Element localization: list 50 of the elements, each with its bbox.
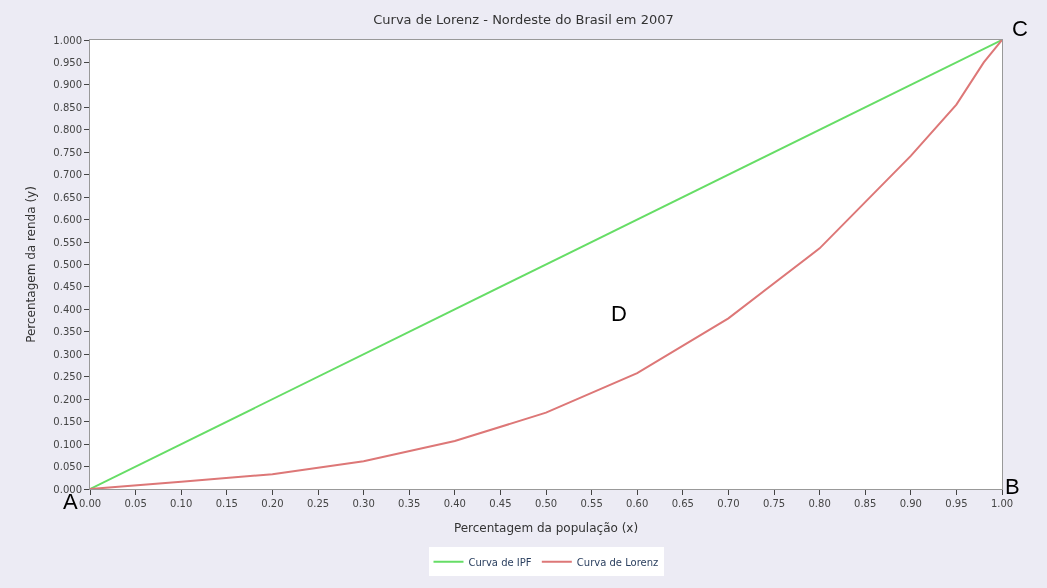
x-tick-label: 0.00 [78,498,102,509]
x-tick-label: 1.00 [990,498,1014,509]
y-tick-label: 0.850 [53,101,82,113]
annotation: D [611,301,627,326]
x-tick-label: 0.75 [762,498,786,509]
y-tick-label: 0.750 [53,146,82,158]
x-tick-label: 0.50 [534,498,558,509]
x-tick-label: 0.25 [306,498,330,509]
x-tick-label: 0.60 [626,498,649,509]
x-tick-label: 0.70 [717,498,740,509]
y-tick-label: 0.150 [53,416,82,428]
x-axis-title: Percentagem da população (x) [453,520,639,535]
y-tick-label: 0.700 [53,169,82,181]
y-tick-label: 0.000 [53,483,82,495]
x-tick-label: 0.35 [398,498,421,509]
y-tick-label: 0.250 [53,371,82,383]
x-tick-label: 0.10 [170,498,193,509]
x-tick-label: 0.85 [854,498,877,509]
y-tick-label: 0.800 [53,124,82,136]
x-tick-label: 0.05 [124,498,147,509]
legend-label: Curva de Lorenz [576,556,659,568]
y-tick-label: 0.300 [53,348,82,360]
y-tick-label: 0.350 [53,326,82,338]
text: B [1005,474,1020,499]
x-tick-label: 0.15 [215,498,238,509]
legend-label: Curva de IPF [468,556,532,568]
x-tick-label: 0.95 [945,498,968,509]
x-tick-label: 0.55 [580,498,603,509]
x-tick-label: 0.40 [443,498,466,509]
x-tick-label: 0.30 [352,498,375,509]
y-tick-label: 0.550 [53,236,82,248]
y-tick-label: 0.100 [53,438,82,450]
x-tick-label: 0.90 [899,498,922,509]
y-tick-label: 1.000 [53,34,82,46]
annotation: C [1012,16,1028,41]
y-tick-label: 0.050 [53,461,82,473]
y-tick-label: 0.650 [53,191,82,203]
y-tick-label: 0.200 [53,393,82,405]
x-tick-label: 0.45 [489,498,512,509]
y-tick-label: 0.950 [53,56,82,68]
y-tick-label: 0.600 [53,214,82,226]
chart-title: Curva de Lorenz - Nordeste do Brasil em 2007 [373,11,674,27]
y-tick-label: 0.500 [53,259,82,270]
x-tick-label: 0.80 [808,498,831,509]
y-tick-label: 0.400 [53,303,82,315]
y-tick-label: 0.900 [53,79,82,91]
y-axis-title: Percentagem da renda (y) [23,186,38,343]
y-tick-label: 0.450 [53,281,82,293]
x-tick-label: 0.65 [671,498,694,509]
x-tick-label: 0.20 [261,498,284,509]
